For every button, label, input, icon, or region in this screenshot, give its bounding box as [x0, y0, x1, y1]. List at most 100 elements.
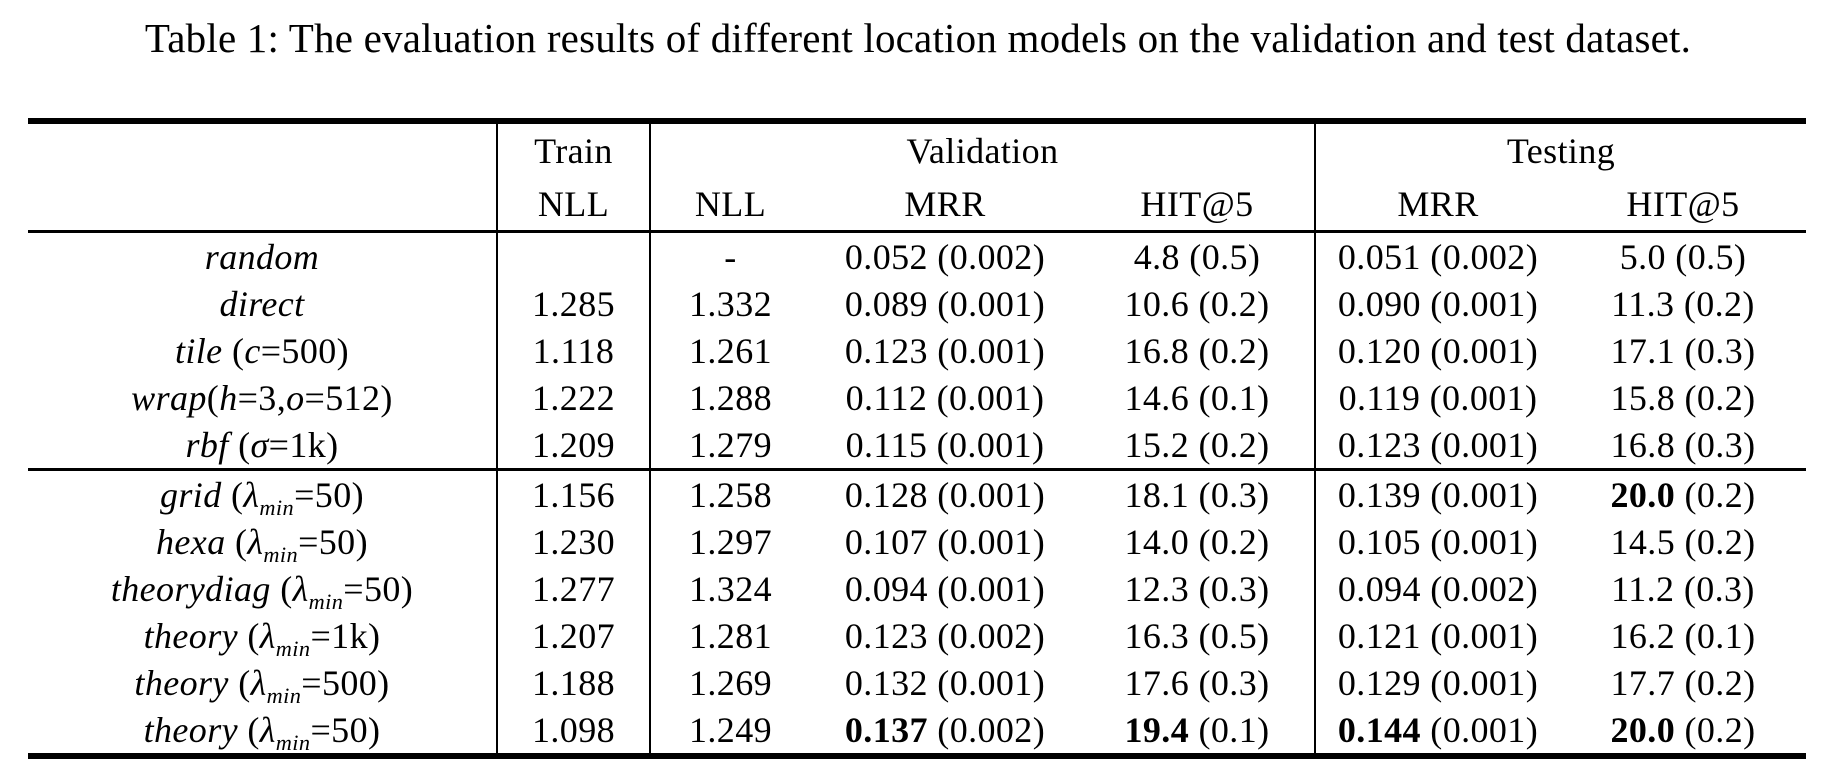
table-row: direct 1.285 1.332 0.089 (0.001) 10.6 (0.2) 0… [28, 280, 1806, 327]
cell-test-hit5: 20.0 (0.2) [1560, 468, 1806, 518]
empty-header-cell [28, 121, 497, 177]
cell-val-nll: 1.288 [649, 374, 810, 421]
cell-test-mrr: 0.139 (0.001) [1314, 468, 1560, 518]
group-header-row: Train Validation Testing [28, 121, 1806, 177]
cell-val-mrr: 0.123 (0.002) [844, 615, 1046, 656]
cell-test-hit5: 17.1 (0.3) [1610, 330, 1756, 371]
cell-train-nll: 1.209 [496, 421, 650, 470]
cell-val-mrr: 0.115 (0.001) [845, 424, 1045, 465]
cell-val-mrr: 0.052 (0.002) [844, 236, 1046, 277]
cell-model-label: hexa (λmin=50) [156, 521, 368, 567]
cell-model-label: wrap(h=3,o=512) [131, 377, 393, 418]
cell-test-mrr: 0.120 (0.001) [1314, 327, 1560, 374]
cell-val-nll: 1.249 [649, 706, 810, 756]
cell-test-hit5: 11.2 (0.3) [1611, 568, 1755, 609]
cell-val-hit5: 4.8 (0.5) [1133, 236, 1261, 277]
cell-val-nll: 1.279 [649, 421, 810, 470]
results-table: Train Validation Testing NLL NLL MRR HIT… [28, 118, 1806, 759]
table-header: Train Validation Testing NLL NLL MRR HIT… [28, 121, 1806, 233]
cell-test-hit5: 16.8 (0.3) [1610, 424, 1756, 465]
cell-val-mrr: 0.094 (0.001) [844, 568, 1046, 609]
table-row: wrap(h=3,o=512) 1.222 1.288 0.112 (0.001) 14… [28, 374, 1806, 421]
cell-val-hit5: 10.6 (0.2) [1124, 283, 1270, 324]
sub-header-row: NLL NLL MRR HIT@5 MRR HIT@5 [28, 177, 1806, 233]
header-test-hit5: HIT@5 [1560, 177, 1806, 233]
cell-test-mrr: 0.119 (0.001) [1314, 374, 1560, 421]
cell-val-mrr: 0.123 (0.001) [844, 330, 1046, 371]
cell-val-hit5: 14.0 (0.2) [1124, 521, 1270, 562]
cell-val-hit5: 19.4 (0.1) [1124, 709, 1270, 750]
cell-model-label: grid (λmin=50) [28, 468, 497, 518]
cell-model-label: theory (λmin=1k) [143, 615, 381, 661]
empty-header-cell [28, 177, 497, 233]
table-row: hexa (λmin=50) 1.230 1.297 0.107 (0.001) 14.… [28, 518, 1806, 565]
cell-model-label: direct [219, 283, 305, 324]
cell-model-label: rbf (σ=1k) [185, 424, 339, 465]
cell-test-hit5: 14.5 (0.2) [1610, 521, 1756, 562]
table-row: theory (λmin=50) 1.098 1.249 0.137 (0.002) 1… [28, 706, 1806, 756]
cell-val-nll: 1.297 [649, 518, 810, 565]
table-row: tile (c=500) 1.118 1.261 0.123 (0.001) 16.8 … [28, 327, 1806, 374]
cell-test-mrr: 0.105 (0.001) [1314, 518, 1560, 565]
cell-val-mrr: 0.137 (0.002) [844, 709, 1046, 750]
cell-model-label: random [204, 236, 320, 277]
cell-val-nll: 1.281 [649, 612, 810, 659]
cell-train-nll [496, 231, 650, 280]
cell-test-mrr: 0.144 (0.001) [1314, 706, 1560, 756]
table-row: grid (λmin=50) 1.156 1.258 0.128 (0.001) 18.… [28, 468, 1806, 518]
cell-train-nll: 1.098 [496, 706, 650, 756]
table-row: theory (λmin=1k) 1.207 1.281 0.123 (0.002) 1… [28, 612, 1806, 659]
cell-model-label: tile (c=500) [174, 330, 350, 371]
cell-val-nll: 1.324 [649, 565, 810, 612]
header-val-mrr: MRR [810, 177, 1080, 233]
cell-test-hit5: 17.7 (0.2) [1610, 662, 1756, 703]
cell-test-mrr: 0.051 (0.002) [1314, 231, 1560, 280]
cell-train-nll: 1.118 [496, 327, 650, 374]
cell-test-hit5: 11.3 (0.2) [1611, 283, 1755, 324]
cell-val-nll: 1.258 [649, 468, 810, 518]
cell-test-mrr: 0.123 (0.001) [1314, 421, 1560, 470]
cell-val-hit5: 17.6 (0.3) [1124, 662, 1270, 703]
cell-test-hit5: 20.0 (0.2) [1610, 709, 1756, 750]
table-row: theorydiag (λmin=50) 1.277 1.324 0.094 (0.0… [28, 565, 1806, 612]
cell-test-hit5: 5.0 (0.5) [1619, 236, 1747, 277]
header-train: Train [496, 121, 650, 177]
cell-val-mrr: 0.128 (0.001) [810, 468, 1080, 518]
header-testing: Testing [1314, 121, 1806, 177]
cell-train-nll: 1.230 [496, 518, 650, 565]
cell-train-nll: 1.277 [496, 565, 650, 612]
header-test-mrr: MRR [1314, 177, 1560, 233]
cell-model-label: theorydiag (λmin=50) [110, 568, 414, 614]
table-row: rbf (σ=1k) 1.209 1.279 0.115 (0.001) 15.2 (0… [28, 421, 1806, 470]
header-val-nll: NLL [649, 177, 810, 233]
cell-val-mrr: 0.132 (0.001) [844, 662, 1046, 703]
cell-val-nll: 1.261 [649, 327, 810, 374]
cell-val-hit5: 12.3 (0.3) [1124, 568, 1270, 609]
cell-train-nll: 1.285 [496, 280, 650, 327]
cell-test-mrr: 0.121 (0.001) [1314, 612, 1560, 659]
cell-train-nll: 1.188 [496, 659, 650, 706]
cell-test-mrr: 0.129 (0.001) [1314, 659, 1560, 706]
cell-model-label: theory (λmin=50) [143, 709, 381, 755]
cell-test-hit5: 16.2 (0.1) [1610, 615, 1756, 656]
cell-test-mrr: 0.094 (0.002) [1314, 565, 1560, 612]
cell-val-hit5: 14.6 (0.1) [1124, 377, 1270, 418]
cell-val-mrr: 0.112 (0.001) [845, 377, 1045, 418]
cell-test-mrr: 0.090 (0.001) [1314, 280, 1560, 327]
header-train-nll: NLL [496, 177, 650, 233]
cell-test-hit5: 15.8 (0.2) [1610, 377, 1756, 418]
header-val-hit5: HIT@5 [1080, 177, 1315, 233]
cell-val-mrr: 0.089 (0.001) [844, 283, 1046, 324]
table-caption: Table 1: The evaluation results of diffe… [144, 15, 1692, 61]
cell-train-nll: 1.222 [496, 374, 650, 421]
cell-val-mrr: 0.107 (0.001) [844, 521, 1046, 562]
cell-val-nll: - [649, 231, 810, 280]
cell-val-hit5: 16.8 (0.2) [1124, 330, 1270, 371]
cell-val-hit5: 15.2 (0.2) [1124, 424, 1270, 465]
table-body: random -0.052 (0.002) 4.8 (0.5) 0.051 (0.00… [28, 231, 1806, 756]
cell-val-hit5: 18.1 (0.3) [1080, 468, 1315, 518]
table-row: random -0.052 (0.002) 4.8 (0.5) 0.051 (0.00… [28, 231, 1806, 280]
cell-val-nll: 1.332 [649, 280, 810, 327]
header-validation: Validation [649, 121, 1315, 177]
